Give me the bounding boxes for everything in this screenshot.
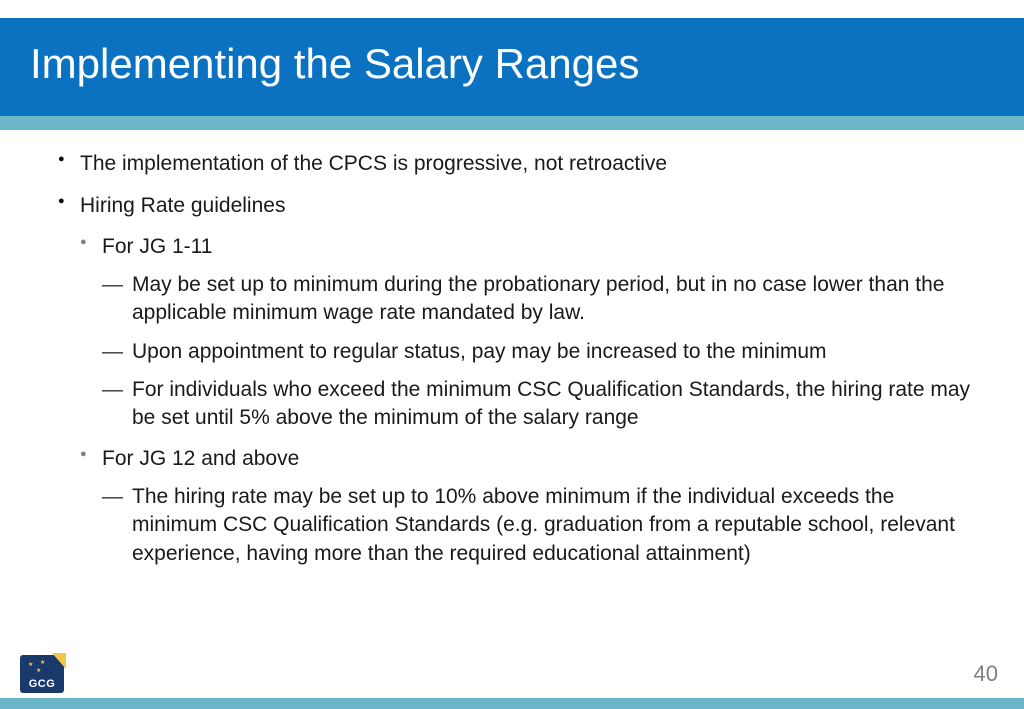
accent-bar-bottom <box>0 698 1024 709</box>
bullet-list-l3: May be set up to minimum during the prob… <box>102 271 984 433</box>
bullet-text: Hiring Rate guidelines <box>80 194 285 217</box>
accent-bar-top <box>0 116 1024 130</box>
title-bar: Implementing the Salary Ranges <box>0 18 1024 116</box>
bullet-text: May be set up to minimum during the prob… <box>132 273 944 324</box>
bullet-list-l2: For JG 1-11 May be set up to minimum dur… <box>80 233 984 568</box>
list-item: For JG 1-11 May be set up to minimum dur… <box>80 233 984 433</box>
top-gap <box>0 0 1024 18</box>
list-item: For individuals who exceed the minimum C… <box>102 376 984 433</box>
bullet-text: For individuals who exceed the minimum C… <box>132 378 970 429</box>
logo-text: GCG <box>20 678 64 690</box>
logo-box: ★ ★ ★ GCG <box>20 655 64 693</box>
bullet-text: For JG 1-11 <box>102 235 212 258</box>
slide-content: The implementation of the CPCS is progre… <box>0 130 1024 568</box>
star-icon: ★ <box>28 661 33 668</box>
slide-title: Implementing the Salary Ranges <box>30 40 994 88</box>
gcg-logo: ★ ★ ★ GCG <box>20 655 64 693</box>
star-icon: ★ <box>40 659 45 666</box>
bullet-text: Upon appointment to regular status, pay … <box>132 340 827 363</box>
list-item: The implementation of the CPCS is progre… <box>58 150 984 178</box>
list-item: Upon appointment to regular status, pay … <box>102 338 984 366</box>
star-icon: ★ <box>36 667 41 674</box>
logo-corner <box>46 653 66 669</box>
slide-footer: ★ ★ ★ GCG 40 <box>0 698 1024 709</box>
bullet-text: The hiring rate may be set up to 10% abo… <box>132 485 955 565</box>
page-number: 40 <box>974 661 998 687</box>
bullet-text: The implementation of the CPCS is progre… <box>80 152 667 175</box>
bullet-text: For JG 12 and above <box>102 447 299 470</box>
list-item: May be set up to minimum during the prob… <box>102 271 984 328</box>
bullet-list-l3: The hiring rate may be set up to 10% abo… <box>102 483 984 568</box>
list-item: The hiring rate may be set up to 10% abo… <box>102 483 984 568</box>
bullet-list-l1: The implementation of the CPCS is progre… <box>58 150 984 568</box>
list-item: Hiring Rate guidelines For JG 1-11 May b… <box>58 192 984 568</box>
list-item: For JG 12 and above The hiring rate may … <box>80 445 984 568</box>
